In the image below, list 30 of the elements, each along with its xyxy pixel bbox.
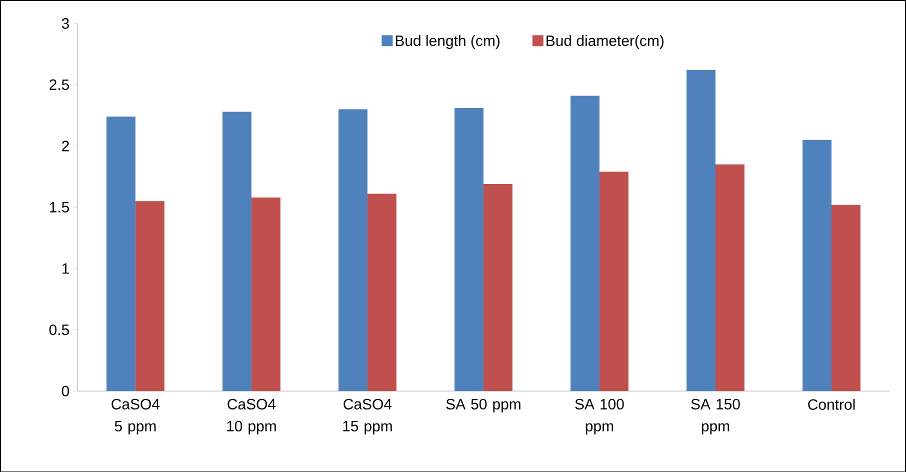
y-tick-label: 0 — [62, 386, 70, 396]
bar — [135, 200, 164, 391]
bar — [338, 109, 368, 391]
y-tick-label: 2 — [62, 140, 69, 151]
bar — [454, 108, 484, 391]
x-tick-label: SA 100 ppm — [575, 398, 624, 434]
bar — [599, 171, 628, 391]
bar — [832, 204, 860, 391]
x-tick-label: CaSO4 15 ppm — [343, 398, 392, 434]
bar — [802, 140, 832, 391]
y-tick-label: 0.5 — [49, 324, 70, 335]
x-tick-label: SA 50 ppm — [446, 398, 520, 412]
x-tick-label: CaSO4 10 ppm — [227, 398, 276, 434]
bar — [715, 164, 744, 391]
bar — [367, 194, 396, 391]
bar — [106, 116, 136, 391]
x-tick-label: Control — [808, 398, 855, 410]
legend-label: Bud length (cm) — [396, 34, 500, 49]
bar — [483, 184, 512, 391]
y-tick-label: 3 — [62, 18, 69, 29]
bar — [570, 96, 600, 391]
y-tick-label: 2.5 — [50, 79, 70, 90]
bar — [686, 70, 716, 391]
legend-label: Bud diameter(cm) — [546, 34, 664, 49]
y-tick-label: 1 — [62, 263, 69, 274]
x-tick-label: CaSO4 5 ppm — [112, 398, 160, 434]
y-tick-label: 1.5 — [50, 202, 70, 212]
x-tick-label: SA 150 ppm — [691, 398, 740, 434]
bar — [251, 197, 280, 391]
bar — [222, 111, 252, 391]
